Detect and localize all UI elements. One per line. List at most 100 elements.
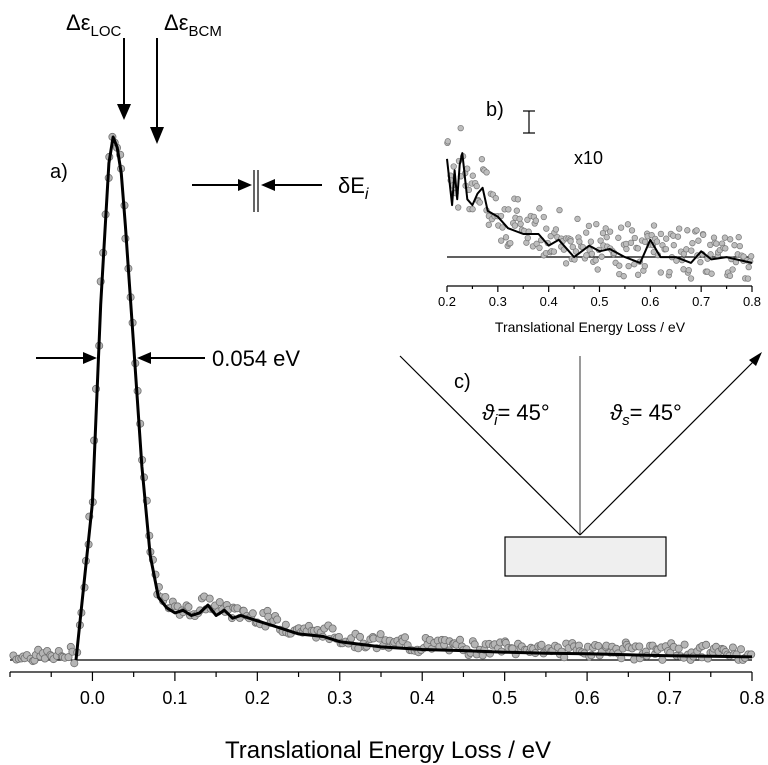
- data-point: [593, 220, 600, 228]
- inset-plot: 0.2 0.3 0.4 0.5 0.6 0.7 0.8 Translational Ener…: [438, 99, 761, 335]
- data-point: [483, 169, 490, 176]
- x-tick-label: 0.3: [327, 688, 352, 708]
- data-point: [702, 640, 711, 649]
- x-tick-label: 0.7: [657, 688, 682, 708]
- data-point: [676, 225, 683, 232]
- data-point: [728, 643, 737, 652]
- peak-bcm-marker: ΔεBCM: [150, 10, 222, 144]
- data-point: [598, 253, 605, 260]
- x-tick-label: 0.8: [743, 294, 761, 309]
- data-point: [685, 267, 692, 274]
- peak-loc-marker: ΔεLOC: [66, 10, 131, 120]
- data-point: [737, 645, 746, 654]
- data-point: [729, 266, 736, 273]
- data-point: [680, 640, 689, 649]
- data-point: [631, 234, 638, 242]
- data-point: [281, 620, 290, 629]
- data-point: [688, 247, 695, 254]
- data-point: [64, 653, 73, 662]
- data-point: [455, 635, 464, 644]
- fwhm-marker: 0.054 eV: [36, 346, 300, 371]
- data-point: [594, 266, 601, 273]
- data-point: [507, 239, 514, 247]
- data-point: [543, 225, 550, 232]
- data-point: [478, 156, 486, 163]
- scattered-beam-arrowhead: [749, 352, 762, 366]
- data-point: [736, 242, 743, 250]
- data-point: [674, 644, 683, 653]
- data-point: [400, 633, 409, 642]
- data-point: [722, 245, 729, 252]
- data-point: [556, 206, 563, 214]
- data-point: [744, 275, 752, 282]
- data-point: [485, 221, 492, 228]
- resolution-marker: δEi: [192, 170, 369, 212]
- x-tick-label: 0.2: [438, 294, 456, 309]
- data-point: [700, 231, 707, 238]
- data-point: [634, 245, 642, 252]
- data-point: [658, 655, 667, 664]
- data-point: [726, 272, 734, 279]
- data-point: [641, 262, 648, 270]
- data-point: [666, 268, 673, 276]
- data-point: [735, 234, 742, 241]
- data-point: [215, 598, 224, 607]
- data-point: [713, 240, 720, 247]
- data-point: [517, 220, 524, 228]
- data-point: [663, 235, 670, 242]
- data-point: [569, 243, 576, 251]
- data-point: [540, 213, 547, 221]
- data-point: [473, 182, 480, 190]
- data-point: [708, 270, 715, 277]
- data-point: [536, 244, 543, 252]
- data-point: [513, 207, 520, 214]
- inset-x-ticks: 0.2 0.3 0.4 0.5 0.6 0.7 0.8: [438, 286, 761, 309]
- data-point: [634, 271, 642, 278]
- data-point: [727, 236, 734, 243]
- data-point: [583, 229, 590, 236]
- error-bar: [523, 110, 535, 134]
- data-point: [328, 624, 337, 633]
- data-point: [469, 206, 476, 213]
- data-point: [597, 237, 604, 244]
- data-point: [587, 238, 595, 245]
- inset-scale-label: x10: [574, 148, 603, 168]
- data-point: [248, 609, 257, 618]
- data-point: [524, 234, 531, 242]
- data-point: [70, 659, 79, 668]
- data-point: [514, 196, 522, 203]
- x-tick-label: 0.5: [590, 294, 608, 309]
- data-point: [583, 252, 590, 259]
- data-point: [695, 237, 702, 244]
- data-point: [502, 234, 510, 241]
- scattered-beam: [579, 357, 758, 536]
- data-point: [505, 206, 512, 213]
- data-point: [567, 238, 574, 245]
- main-plot: 0.0 0.1 0.2 0.3 0.4 0.5 0.6 0.7 0.8 Translationa…: [9, 10, 765, 764]
- data-point: [464, 165, 471, 172]
- data-point: [476, 199, 483, 206]
- data-point: [205, 594, 214, 603]
- data-point: [615, 234, 622, 241]
- data-point: [693, 227, 700, 234]
- inset-x-axis-title: Translational Energy Loss / eV: [495, 319, 686, 335]
- data-point: [511, 222, 519, 229]
- data-point: [606, 228, 614, 235]
- panel-c-label: c): [454, 371, 471, 393]
- data-point: [602, 225, 609, 232]
- x-tick-label: 0.5: [492, 688, 517, 708]
- inset-fit-line: [446, 152, 753, 264]
- x-tick-label: 0.8: [739, 688, 764, 708]
- data-point: [641, 238, 649, 246]
- data-point: [731, 242, 738, 249]
- x-tick-label: 0.0: [80, 688, 105, 708]
- data-point: [574, 215, 581, 223]
- scattered-angle-label: ϑs= 45°: [610, 400, 682, 429]
- data-point: [616, 262, 623, 269]
- data-point: [620, 273, 627, 280]
- data-point: [550, 248, 558, 255]
- data-point: [273, 615, 282, 624]
- data-point: [625, 262, 632, 270]
- data-point: [710, 234, 718, 241]
- data-point: [650, 222, 658, 229]
